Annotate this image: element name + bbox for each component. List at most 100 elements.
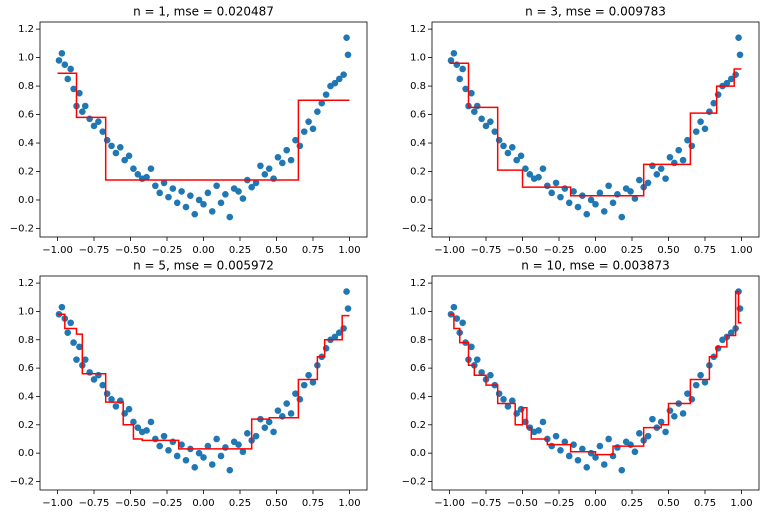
point	[649, 162, 656, 170]
x-tick-label: −0.25	[152, 245, 183, 256]
point	[195, 449, 203, 457]
point	[331, 79, 339, 87]
point	[614, 190, 621, 198]
axes-frame	[39, 21, 368, 238]
x-tick-label: −0.50	[507, 498, 538, 509]
y-tick-label: 0.4	[18, 138, 34, 149]
point	[570, 188, 577, 195]
y-tick-label: 0.4	[18, 391, 34, 402]
point	[456, 75, 464, 83]
point	[735, 34, 742, 41]
x-tick-label: −0.75	[471, 245, 502, 256]
point	[178, 188, 185, 195]
point	[243, 430, 251, 437]
point	[679, 156, 687, 164]
point	[609, 199, 617, 207]
point	[340, 325, 347, 332]
point	[90, 122, 98, 130]
point	[90, 376, 98, 383]
y-tick-label: −0.2	[402, 476, 426, 487]
subplot: n = 1, mse = 0.020487 −1.00 −0.75 −0.50 −0.2…	[10, 5, 368, 256]
point	[67, 65, 74, 73]
point	[204, 442, 212, 450]
point	[64, 75, 72, 83]
point	[500, 142, 507, 150]
point	[459, 65, 466, 73]
point	[732, 71, 739, 78]
x-tick-label: 0.25	[229, 498, 251, 509]
point	[270, 175, 277, 182]
point	[565, 452, 573, 460]
x-tick-label: 0.25	[621, 245, 643, 256]
point	[644, 179, 652, 187]
x-tick-label: −1.00	[434, 245, 465, 256]
point	[343, 34, 350, 41]
point	[296, 142, 304, 150]
point	[692, 128, 700, 135]
point	[635, 430, 643, 437]
point	[81, 356, 89, 363]
point	[504, 403, 512, 410]
point	[95, 371, 102, 379]
point	[187, 192, 194, 200]
x-tick-label: 0.75	[302, 498, 324, 509]
point	[710, 99, 718, 107]
subplot-title: n = 5, mse = 0.005972	[133, 259, 274, 273]
point	[191, 210, 199, 218]
point	[473, 356, 481, 363]
x-tick-label: 0.00	[192, 498, 214, 509]
point	[130, 165, 137, 172]
point	[239, 195, 247, 202]
point	[182, 203, 190, 211]
point	[261, 424, 269, 431]
point	[487, 371, 494, 379]
y-tick-label: 1.0	[18, 53, 34, 64]
point	[631, 448, 639, 456]
point	[631, 195, 639, 202]
point	[504, 149, 512, 157]
point	[453, 315, 461, 322]
x-tick-label: 0.50	[265, 245, 287, 256]
point	[213, 182, 220, 190]
x-tick-label: 0.25	[229, 245, 251, 256]
point	[482, 122, 490, 130]
point	[666, 407, 674, 414]
point	[662, 428, 669, 436]
point	[344, 51, 352, 59]
point	[143, 173, 150, 181]
step-line	[57, 72, 350, 181]
point	[331, 333, 339, 341]
point	[279, 413, 286, 420]
y-tick-label: 1.0	[410, 306, 426, 317]
point	[600, 461, 608, 468]
point	[70, 85, 77, 93]
point	[662, 175, 669, 182]
point	[305, 118, 312, 125]
point	[335, 75, 343, 83]
point	[204, 189, 212, 197]
x-tick-label: 0.50	[657, 498, 679, 509]
point	[76, 343, 83, 351]
point	[450, 303, 458, 311]
point	[108, 395, 115, 403]
x-tick-label: 0.25	[621, 498, 643, 509]
x-tick-label: −0.50	[115, 498, 146, 509]
point	[108, 142, 115, 150]
point	[671, 159, 678, 167]
y-tick-label: 0.6	[18, 110, 34, 121]
y-tick-label: 0.2	[410, 420, 426, 431]
point	[309, 378, 317, 386]
point	[697, 371, 704, 379]
y-tick-label: 0.2	[410, 167, 426, 178]
point	[143, 427, 150, 434]
y-tick-label: 0.6	[410, 363, 426, 374]
subplot-title: n = 1, mse = 0.020487	[133, 5, 274, 19]
point	[182, 456, 190, 464]
point	[292, 136, 299, 144]
point	[160, 179, 168, 187]
point	[495, 390, 503, 397]
point	[557, 193, 564, 201]
point	[208, 461, 216, 468]
point	[322, 91, 330, 98]
point	[112, 149, 120, 157]
